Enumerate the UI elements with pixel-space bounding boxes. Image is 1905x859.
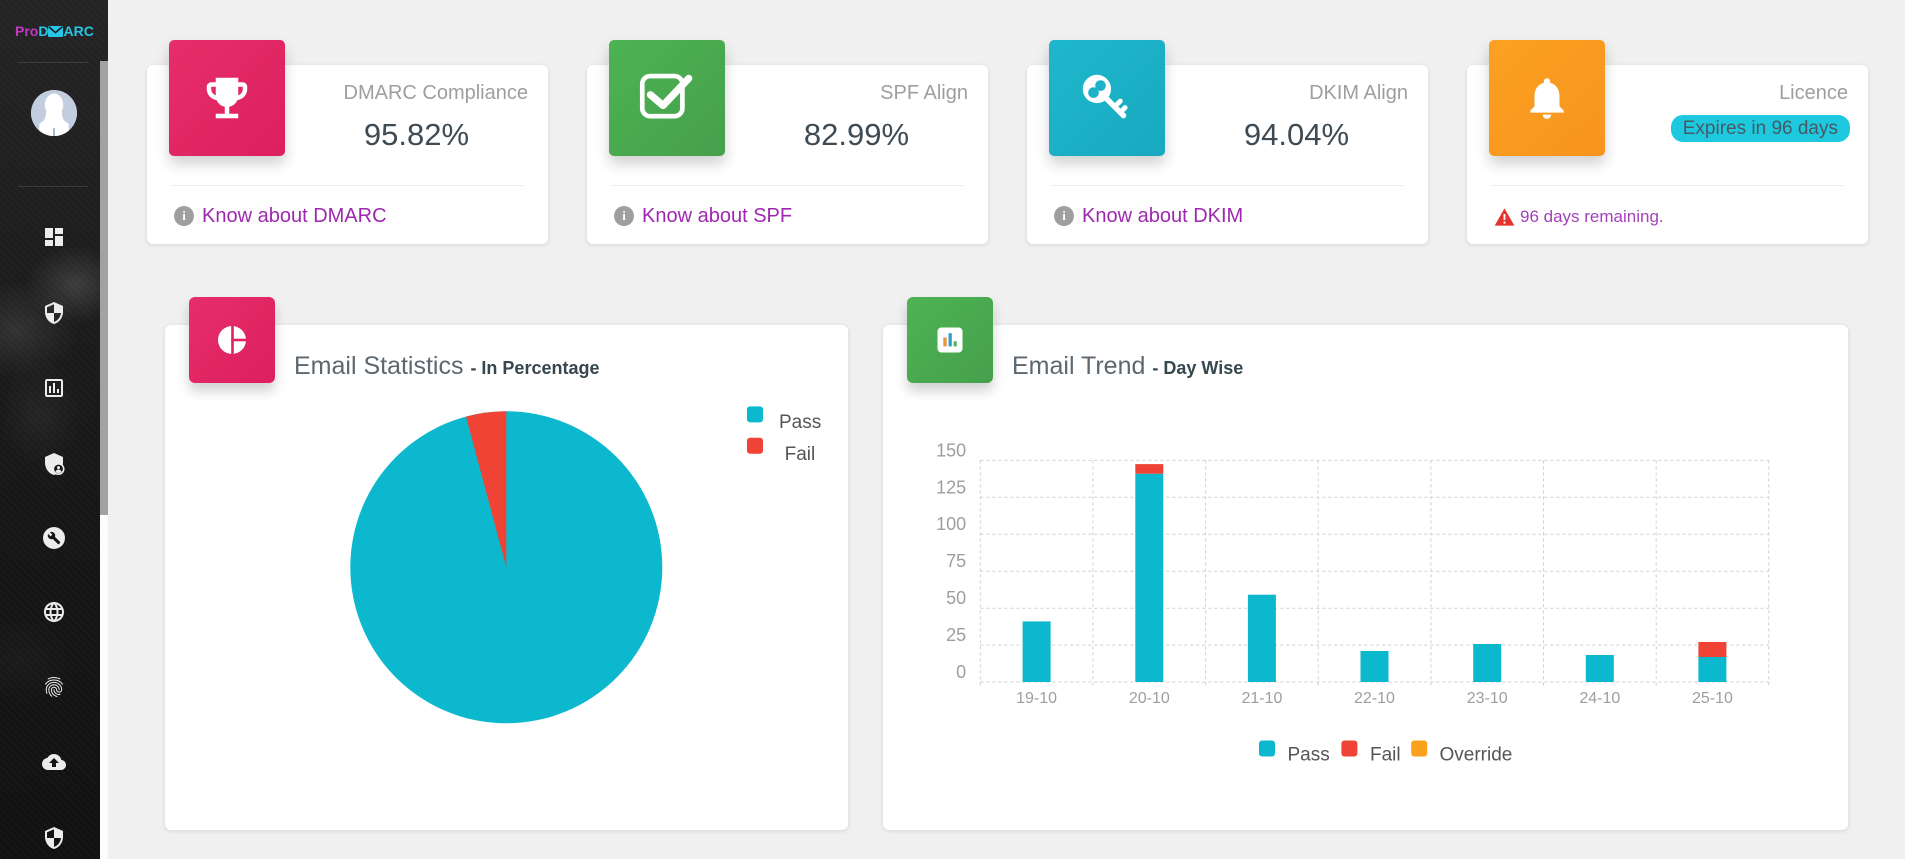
svg-text:Pass: Pass <box>1288 745 1330 766</box>
svg-text:125: 125 <box>936 477 966 497</box>
svg-text:24-10: 24-10 <box>1579 690 1620 707</box>
svg-text:Override: Override <box>1440 745 1513 766</box>
svg-text:25-10: 25-10 <box>1692 690 1733 707</box>
svg-text:100: 100 <box>936 514 966 534</box>
svg-text:22-10: 22-10 <box>1354 690 1395 707</box>
svg-text:0: 0 <box>956 662 966 682</box>
svg-text:Pass: Pass <box>779 412 821 433</box>
svg-text:20-10: 20-10 <box>1129 690 1170 707</box>
svg-text:25: 25 <box>946 625 966 645</box>
svg-text:19-10: 19-10 <box>1016 690 1057 707</box>
svg-text:23-10: 23-10 <box>1467 690 1508 707</box>
svg-text:Fail: Fail <box>785 444 816 465</box>
svg-text:75: 75 <box>946 551 966 571</box>
svg-text:Fail: Fail <box>1370 745 1401 766</box>
svg-text:150: 150 <box>936 440 966 460</box>
svg-text:50: 50 <box>946 588 966 608</box>
svg-text:21-10: 21-10 <box>1241 690 1282 707</box>
